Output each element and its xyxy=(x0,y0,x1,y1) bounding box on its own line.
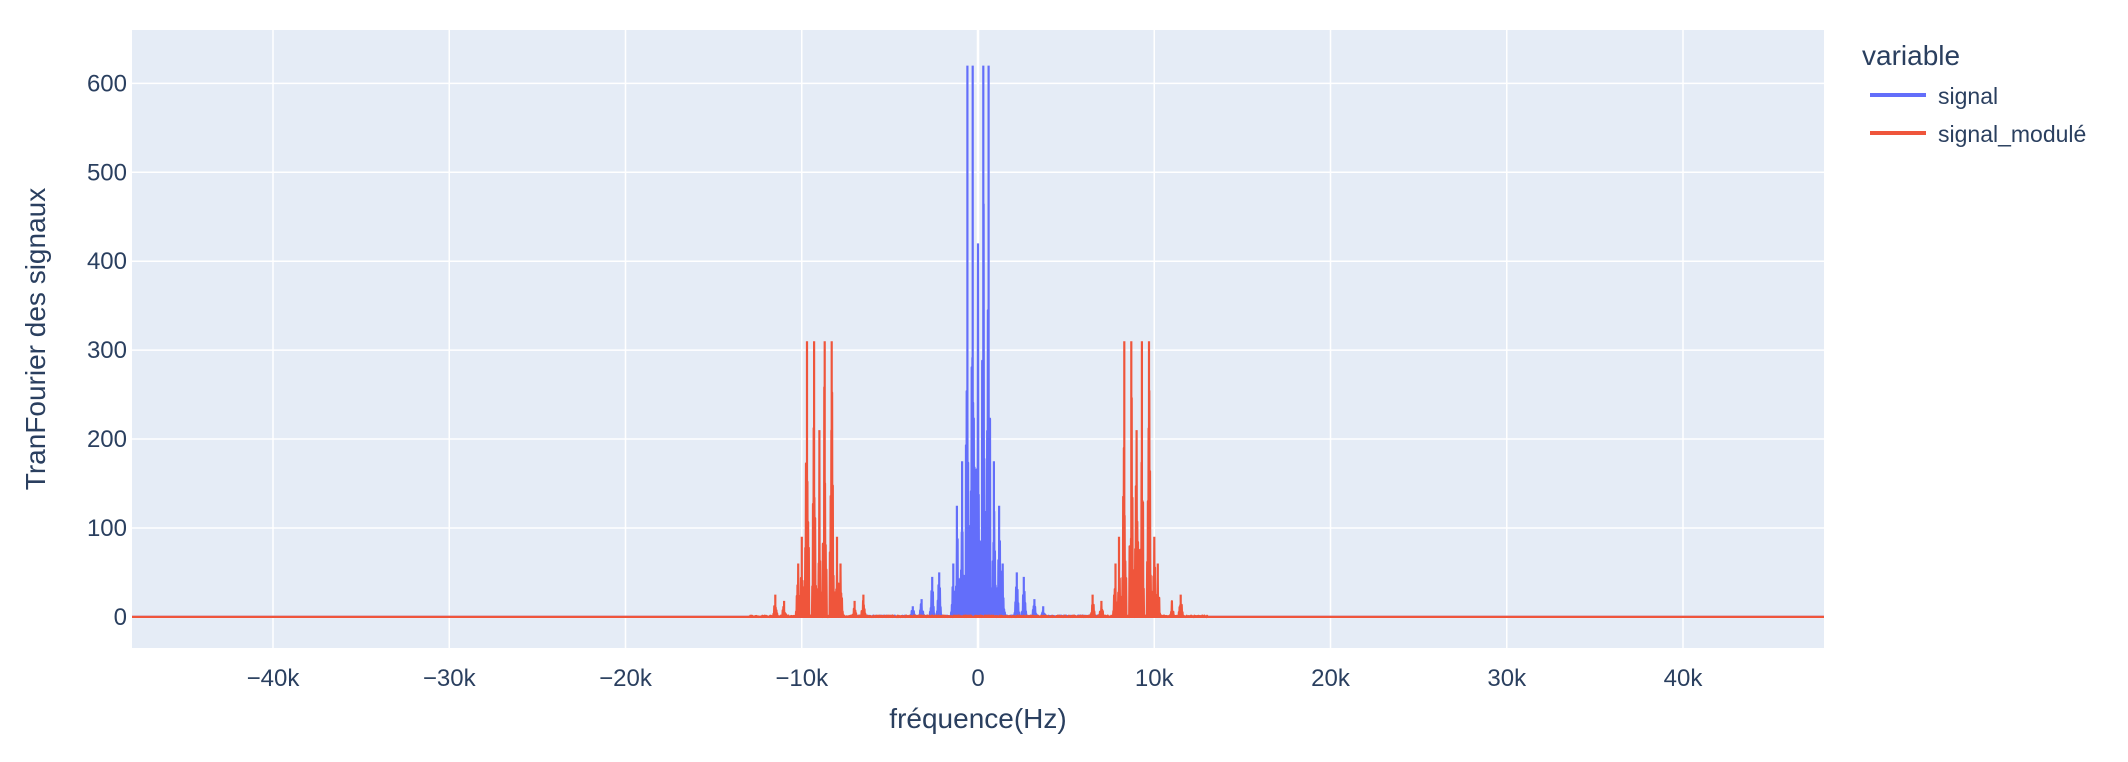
legend-item-signal[interactable]: signal xyxy=(1870,83,1998,109)
x-tick-label: 40k xyxy=(1664,665,1704,692)
x-tick-label: −30k xyxy=(423,665,477,692)
series-layer xyxy=(132,65,1824,618)
x-axis-ticks: −40k −30k −20k −10k 0 10k 20k 30k 40k xyxy=(247,665,1704,692)
x-tick-label: −20k xyxy=(599,665,653,692)
y-tick-label: 500 xyxy=(87,159,127,186)
y-tick-label: 600 xyxy=(87,70,127,97)
x-tick-label: 30k xyxy=(1487,665,1527,692)
legend: variable signal signal_modulé xyxy=(1862,40,2086,147)
y-axis-title: TranFourier des signaux xyxy=(20,188,51,490)
y-tick-label: 300 xyxy=(87,337,127,364)
legend-label-signal: signal xyxy=(1938,83,1998,109)
y-tick-label: 0 xyxy=(114,604,127,631)
legend-title: variable xyxy=(1862,40,1960,71)
y-axis-ticks: 0 100 200 300 400 500 600 xyxy=(87,70,127,631)
x-tick-label: −40k xyxy=(247,665,301,692)
x-tick-label: −10k xyxy=(775,665,829,692)
y-tick-label: 400 xyxy=(87,248,127,275)
y-tick-label: 100 xyxy=(87,515,127,542)
y-tick-label: 200 xyxy=(87,426,127,453)
x-tick-label: 10k xyxy=(1135,665,1175,692)
x-axis-title: fréquence(Hz) xyxy=(889,703,1066,734)
series-line-signal-module[interactable] xyxy=(132,341,1824,618)
legend-item-signal-module[interactable]: signal_modulé xyxy=(1870,121,2086,147)
legend-label-signal-module: signal_modulé xyxy=(1938,121,2086,147)
x-tick-label: 0 xyxy=(971,665,984,692)
x-tick-label: 20k xyxy=(1311,665,1351,692)
series-line-signal[interactable] xyxy=(132,65,1824,618)
